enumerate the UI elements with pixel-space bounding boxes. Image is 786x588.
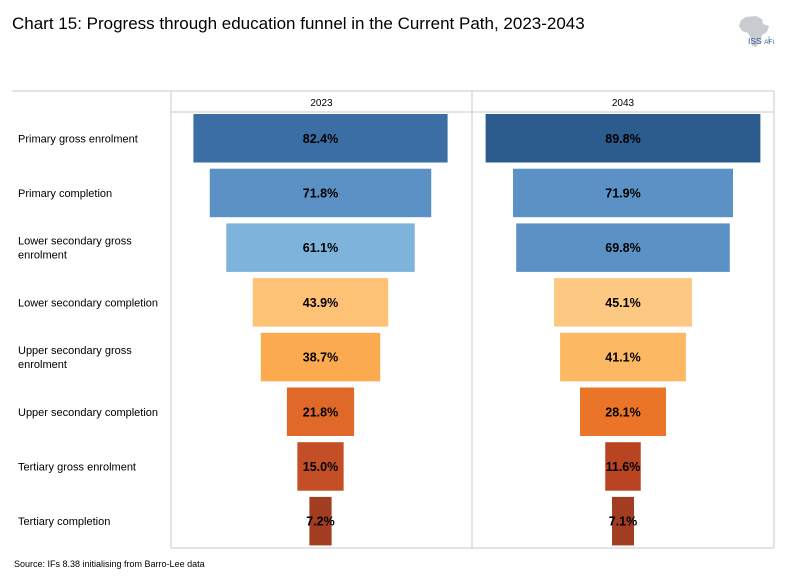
bar-2023-6 (297, 442, 344, 491)
bar-2023-7 (309, 496, 332, 546)
data-label-2043-5: 28.1% (605, 405, 640, 419)
category-label: Tertiary completion (18, 516, 110, 528)
bar-2043-5 (580, 387, 666, 436)
data-label-2023-1: 71.8% (303, 186, 338, 200)
logo-text: ISS AFI (748, 36, 774, 46)
category-label: Lower secondary completion (18, 297, 158, 309)
source-note: Source: IFs 8.38 initialising from Barro… (14, 559, 205, 569)
bar-2043-7 (612, 496, 634, 546)
bar-2023-1 (209, 168, 432, 218)
data-label-2043-0: 89.8% (605, 132, 640, 146)
series-header-2043: 2043 (612, 98, 635, 109)
bar-2023-3 (252, 278, 389, 327)
bar-2023-4 (260, 332, 381, 382)
bar-2043-1 (512, 168, 734, 218)
data-label-2043-4: 41.1% (605, 351, 640, 365)
data-label-2023-4: 38.7% (303, 351, 338, 365)
bar-2023-2 (226, 223, 415, 272)
data-label-2043-3: 45.1% (605, 296, 640, 310)
category-label: Lower secondary gross enrolment (18, 236, 132, 262)
logo-main: ISS (748, 36, 762, 46)
data-label-2023-3: 43.9% (303, 296, 338, 310)
data-label-2043-1: 71.9% (605, 186, 640, 200)
logo-sub: AFI (764, 39, 775, 46)
data-label-2023-0: 82.4% (303, 132, 338, 146)
africa-map-logo-icon (739, 16, 770, 47)
bar-2023-5 (286, 387, 355, 436)
bar-2043-0 (485, 114, 761, 163)
data-label-2023-2: 61.1% (303, 241, 338, 255)
data-label-2043-7: 7.1% (609, 515, 638, 529)
data-label-2023-6: 15.0% (303, 460, 338, 474)
chart-title: Chart 15: Progress through education fun… (12, 14, 585, 33)
bar-2043-4 (560, 332, 686, 382)
data-label-2043-2: 69.8% (605, 241, 640, 255)
data-label-2023-5: 21.8% (303, 405, 338, 419)
category-label: Primary completion (18, 188, 112, 200)
series-header-2023: 2023 (310, 98, 333, 109)
category-label: Primary gross enrolment (18, 133, 138, 145)
bar-2043-2 (516, 223, 730, 272)
category-label: Upper secondary completion (18, 407, 158, 419)
bar-2043-6 (605, 442, 641, 491)
data-label-2023-7: 7.2% (306, 515, 335, 529)
bar-2023-0 (193, 114, 448, 163)
category-label: Upper secondary gross enrolment (18, 345, 132, 371)
category-label: Tertiary gross enrolment (18, 461, 136, 473)
data-label-2043-6: 11.6% (606, 460, 641, 474)
bar-2043-3 (553, 278, 693, 327)
